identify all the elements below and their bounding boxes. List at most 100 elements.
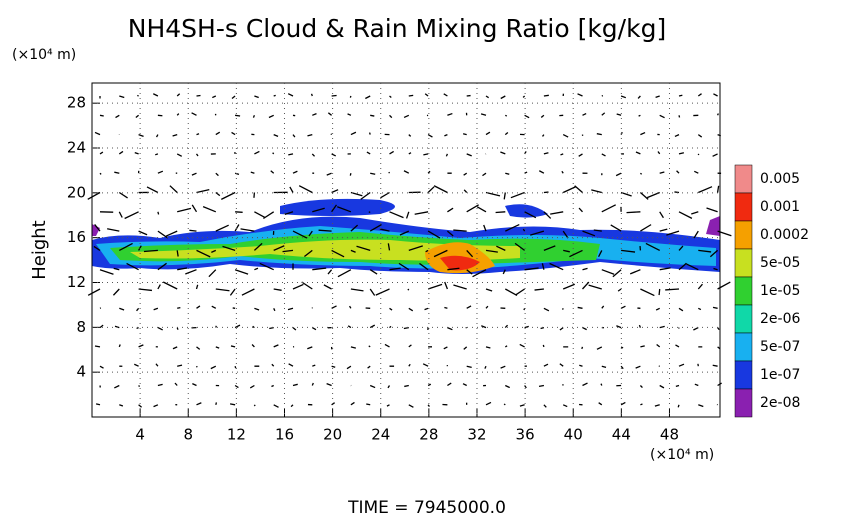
wind-vector [466, 365, 472, 368]
wind-vector [99, 172, 102, 175]
wind-vector [389, 307, 393, 311]
wind-vector [462, 383, 467, 387]
wind-vector [709, 249, 719, 258]
wind-vector [185, 269, 197, 275]
colorbar-label: 1e-07 [760, 367, 800, 383]
wind-vector [134, 363, 139, 367]
wind-vector [593, 229, 602, 232]
wind-vector [601, 153, 606, 157]
wind-vector [427, 134, 433, 138]
wind-vector [639, 385, 643, 389]
wind-vector [215, 191, 221, 197]
wind-vector [596, 133, 602, 136]
wind-vector [407, 288, 410, 291]
wind-vector [115, 114, 120, 119]
wind-vector [408, 344, 412, 348]
wind-vector [717, 113, 719, 116]
wind-vector [543, 307, 550, 312]
wind-vector [269, 326, 274, 330]
x-tick-label: 16 [275, 426, 294, 444]
wind-vector [292, 170, 298, 174]
wind-vector [268, 114, 274, 119]
wind-vector [94, 131, 101, 136]
wind-vector [337, 269, 352, 278]
wind-vector [485, 401, 492, 406]
wind-vector [282, 249, 294, 253]
wind-vector [230, 345, 236, 348]
wind-vector [678, 363, 685, 367]
wind-vector [408, 245, 423, 252]
wind-vector [560, 153, 564, 156]
wind-vector [577, 306, 583, 309]
wind-vector [659, 114, 665, 119]
wind-vector [87, 191, 101, 200]
wind-vector [408, 404, 414, 408]
wind-vectors [87, 93, 732, 408]
colorbar-label: 5e-07 [760, 339, 800, 355]
wind-vector [657, 151, 661, 155]
wind-vector [559, 327, 564, 331]
wind-vector [522, 95, 526, 98]
wind-vector [327, 269, 333, 275]
wind-vector [387, 385, 391, 389]
wind-vector [561, 308, 564, 310]
footer: TIME = 7945000.0 [347, 498, 506, 518]
wind-vector [504, 114, 508, 117]
x-tick-label: 36 [516, 426, 535, 444]
wind-vector [538, 384, 545, 388]
wind-vector [659, 384, 665, 389]
wind-vector [481, 325, 487, 329]
wind-vector [191, 112, 197, 116]
wind-vector [596, 346, 603, 350]
wind-vector [251, 344, 255, 348]
wind-vector [292, 230, 308, 239]
wind-vector [307, 133, 313, 137]
wind-vector [369, 223, 382, 232]
wind-vector [229, 288, 236, 296]
wind-vector [716, 185, 720, 193]
wind-vector [99, 365, 104, 369]
wind-vector [562, 230, 569, 239]
wind-vector [500, 151, 506, 155]
wind-vector [234, 324, 241, 329]
wind-vector [579, 364, 583, 367]
wind-vector [524, 211, 537, 219]
wind-vector [445, 153, 449, 157]
wind-vector [222, 245, 236, 252]
wind-vector [220, 191, 236, 200]
wind-vector [600, 383, 603, 386]
wind-vector [424, 307, 429, 311]
wind-vector [678, 262, 687, 271]
wind-vector [447, 207, 454, 213]
x-tick-label: 48 [660, 426, 679, 444]
wind-vector [578, 153, 583, 157]
wind-vector [534, 288, 544, 291]
wind-vector [323, 284, 332, 290]
wind-vector [162, 281, 178, 290]
wind-vector [706, 207, 718, 213]
wind-vector [118, 344, 121, 348]
wind-vector [191, 204, 198, 213]
wind-vector [273, 288, 282, 291]
wind-vector [253, 404, 256, 407]
wind-vector [99, 269, 114, 275]
wind-vector [569, 249, 583, 258]
wind-vector [543, 404, 547, 408]
wind-vector [157, 211, 160, 215]
wind-vector [463, 346, 468, 350]
wind-vector [153, 307, 159, 311]
wind-vector [422, 363, 429, 367]
wind-vector [253, 242, 263, 251]
wind-vector [635, 151, 641, 155]
wind-vector [99, 151, 104, 155]
colorbar-swatch [734, 164, 753, 194]
wind-vector [94, 345, 101, 348]
wind-vector [157, 230, 169, 239]
wind-vector [231, 131, 236, 136]
wind-vector [582, 267, 588, 271]
wind-vector [543, 245, 556, 252]
wind-vector [137, 94, 139, 97]
wind-vector [678, 94, 683, 97]
wind-vector [543, 94, 549, 97]
